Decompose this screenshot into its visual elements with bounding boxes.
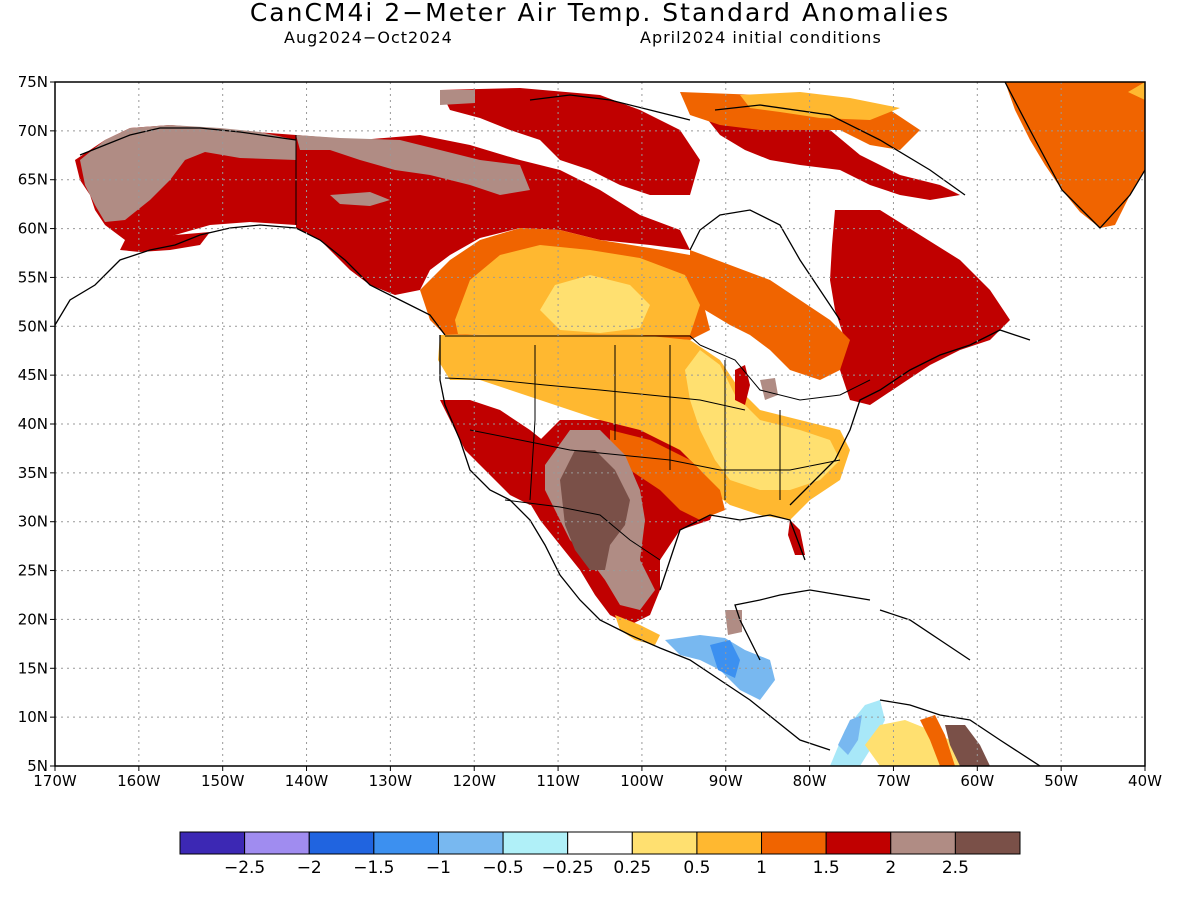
region-greenland [1005, 82, 1145, 228]
lat-tick-label: 15N [18, 659, 48, 677]
lat-tick-label: 30N [18, 513, 48, 531]
region-western-canada [296, 135, 690, 295]
region-alaska-west [80, 125, 296, 222]
lat-tick-label: 70N [18, 122, 48, 140]
lon-tick-label: 40W [1128, 772, 1162, 790]
colorbar-label: 1.5 [813, 858, 840, 878]
lon-tick-label: 170W [33, 772, 77, 790]
lon-tick-label: 130W [369, 772, 413, 790]
colorbar-swatch [825, 831, 892, 855]
colorbar-swatch [567, 831, 633, 855]
colorbar-label: −1 [426, 858, 451, 878]
lon-tick-label: 90W [709, 772, 743, 790]
region-arctic-islands [440, 88, 700, 195]
lat-tick-label: 60N [18, 220, 48, 238]
colorbar-swatch [954, 831, 1021, 855]
region-prairies-yellow [540, 275, 650, 333]
colorbar-swatch [373, 831, 439, 855]
borders [295, 135, 871, 561]
region-central-us-yellow [685, 350, 840, 490]
lat-tick-label: 10N [18, 708, 48, 726]
lon-tick-label: 150W [201, 772, 245, 790]
colorbar-swatch [308, 831, 375, 855]
colorbar-label: 2.5 [942, 858, 969, 878]
region-venezuela-brown [945, 725, 990, 766]
region-nwt-brown [330, 192, 390, 206]
colorbar-swatch [761, 831, 827, 855]
lon-tick-label: 120W [452, 772, 496, 790]
colorbar-label: 2 [885, 858, 896, 878]
lat-tick-label: 55N [18, 268, 48, 286]
lat-tick-label: 40N [18, 415, 48, 433]
region-mexico-south [615, 615, 660, 645]
lon-tick-label: 140W [285, 772, 329, 790]
forecast-period: Aug2024−Oct2024 [284, 28, 453, 47]
map-field [55, 82, 1145, 766]
colorbar-label: 1 [756, 858, 767, 878]
region-great-lakes-brown [760, 378, 778, 400]
colorbar-label: −0.25 [542, 858, 594, 878]
lat-tick-label: 50N [18, 317, 48, 335]
region-central-america-darkblue [710, 640, 740, 678]
lat-tick-label: 65N [18, 171, 48, 189]
latitude-ticks: 75N 70N 65N 60N 55N 50N 45N 40N 35N 30N 25N 20N 15N 1… [18, 73, 55, 775]
map-title: CanCM4i 2−Meter Air Temp. Standard Anoma… [249, 0, 951, 27]
colorbar-label: −2 [297, 858, 322, 878]
initial-conditions: April2024 initial conditions [640, 28, 882, 47]
lon-tick-label: 100W [620, 772, 664, 790]
region-yukon-brown [296, 135, 530, 195]
region-colombia-blue-dark [838, 715, 862, 755]
lon-tick-label: 80W [793, 772, 827, 790]
colorbar-label: −0.5 [482, 858, 523, 878]
lat-tick-label: 75N [18, 73, 48, 91]
colorbar-swatch [631, 831, 698, 855]
colorbar-swatch [244, 831, 310, 855]
colorbar-swatch [890, 831, 956, 855]
region-greenland-edge [1128, 82, 1145, 100]
lat-tick-label: 20N [18, 610, 48, 628]
lat-tick-label: 45N [18, 366, 48, 384]
colorbar-label: 0.25 [613, 858, 651, 878]
lat-tick-label: 25N [18, 562, 48, 580]
graticule [55, 82, 1145, 766]
region-quebec-labrador [830, 210, 1010, 405]
lon-tick-label: 160W [117, 772, 161, 790]
colorbar-label: 0.5 [683, 858, 710, 878]
region-venezuela-orange [920, 715, 955, 766]
colorbar-swatch [179, 831, 246, 855]
lat-tick-label: 35N [18, 464, 48, 482]
colorbar-label: −2.5 [224, 858, 265, 878]
colorbar-swatch [502, 831, 569, 855]
longitude-ticks: 170W 160W 150W 140W 130W 120W 110W 100W 90W 80W 70… [33, 766, 1162, 790]
region-southwest-orange [610, 430, 725, 520]
region-arctic-brown [440, 90, 475, 105]
region-aleutians [120, 232, 210, 252]
lon-tick-label: 60W [960, 772, 994, 790]
colorbar-swatch [696, 831, 763, 855]
region-yucatan-brown [725, 610, 742, 635]
lon-tick-label: 110W [536, 772, 580, 790]
region-southwest-dark [560, 450, 630, 570]
colorbar-swatch [437, 831, 504, 855]
colorbar-label: −1.5 [353, 858, 394, 878]
lat-tick-label: 5N [27, 757, 48, 775]
lon-tick-label: 50W [1044, 772, 1078, 790]
region-baffin-yellow [740, 92, 900, 120]
colorbar: −2.5 −2 −1.5 −1 −0.5 −0.25 0.25 0.5 1 1.5 2 2.5 [179, 831, 1021, 878]
lon-tick-label: 70W [877, 772, 911, 790]
